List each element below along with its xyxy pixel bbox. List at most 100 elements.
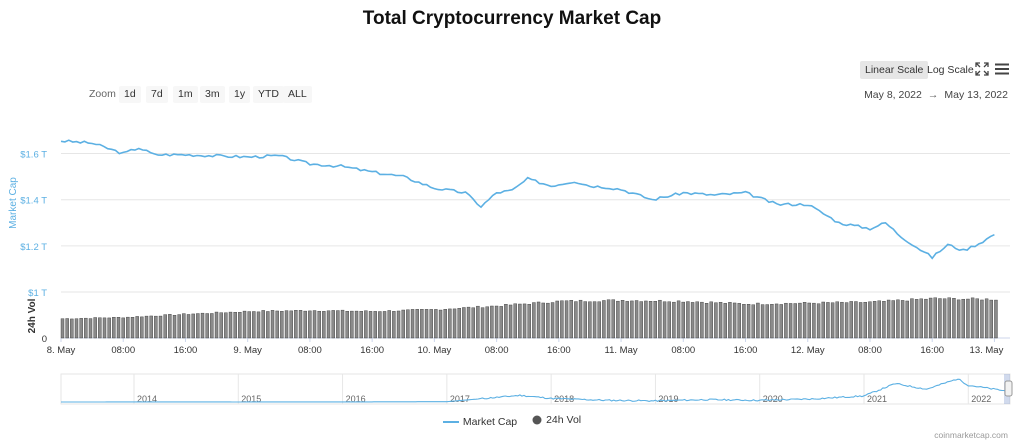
volume-bar [746, 304, 751, 339]
volume-bar [434, 309, 438, 339]
x-axis-labels: 8. May 08:00 16:00 9. May 08:00 16:00 10. May 0… [47, 345, 1004, 356]
zoom-label: Zoom [89, 88, 116, 100]
volume-bar [718, 302, 723, 339]
zoom-all-button[interactable]: ALL [283, 86, 312, 103]
volume-bar [597, 301, 601, 339]
volume-bar [443, 309, 447, 339]
volume-bar [415, 309, 419, 339]
zoom-3m-button[interactable]: 3m [200, 86, 225, 103]
volume-bar [854, 301, 858, 339]
volume-bar [611, 299, 615, 339]
volume-bar [891, 300, 895, 339]
volume-bar [737, 303, 741, 339]
volume-bar [807, 302, 811, 339]
zoom-7d-button[interactable]: 7d [146, 86, 168, 103]
volume-bar [709, 301, 713, 339]
volume-bar [947, 297, 951, 339]
volume-bar [266, 311, 270, 339]
volume-bar [438, 309, 443, 339]
volume-bar [322, 311, 326, 339]
x-tick-label: 12. May [791, 345, 825, 356]
zoom-ytd-button[interactable]: YTD [253, 86, 284, 103]
volume-bar [284, 310, 289, 339]
volume-bar [994, 299, 998, 339]
legend-volume[interactable]: 24h Vol [532, 414, 581, 426]
zoom-1m-button[interactable]: 1m [173, 86, 198, 103]
volume-bar [154, 315, 158, 339]
volume-bar [238, 312, 242, 339]
navigator-handle[interactable] [1004, 380, 1013, 397]
volume-bar [107, 317, 111, 339]
volume-bar [751, 304, 755, 339]
zoom-1y-button[interactable]: 1y [229, 86, 251, 103]
volume-bar [569, 300, 573, 339]
volume-bar [849, 301, 853, 339]
range-to[interactable]: May 13, 2022 [944, 89, 1008, 101]
volume-bar [630, 300, 634, 339]
volume-bar [700, 301, 704, 339]
volume-bar [116, 317, 121, 339]
volume-bar [592, 301, 597, 339]
volume-bar [130, 317, 135, 339]
volume-bar [868, 301, 872, 339]
volume-bar [247, 311, 251, 339]
hamburger-menu-icon[interactable] [993, 60, 1011, 78]
navigator-year-label: 2017 [450, 394, 470, 404]
volume-bar [219, 312, 223, 339]
volume-bar [200, 312, 205, 339]
volume-bar [784, 302, 788, 339]
volume-bar [742, 304, 746, 339]
volume-bar [340, 309, 345, 339]
y-tick-label: $1 T [28, 288, 47, 299]
volume-bar [728, 302, 732, 339]
volume-bar [140, 316, 144, 339]
volume-bar [392, 311, 396, 339]
volume-bar [620, 300, 625, 339]
volume-bar [345, 311, 349, 339]
volume-bar [336, 310, 340, 339]
volume-bar [886, 299, 891, 339]
volume-bar [970, 297, 975, 339]
volume-bar [364, 310, 368, 339]
volume-bar [303, 310, 307, 339]
legend-market-cap[interactable]: Market Cap [442, 416, 517, 428]
volume-bar [616, 300, 620, 339]
volume-bar [396, 310, 401, 339]
volume-bar [667, 301, 671, 339]
y-axis-labels: $1 T $1.2 T $1.4 T $1.6 T 0 [20, 150, 47, 345]
volume-bar [462, 307, 466, 339]
zoom-1d-button[interactable]: 1d [119, 86, 141, 103]
volume-bar [210, 313, 214, 339]
volume-bar [294, 310, 298, 339]
navigator[interactable]: 2014 2015 2016 2017 2018 2019 2020 2021 2022 [60, 373, 1013, 405]
y-tick-label: $1.2 T [20, 242, 47, 253]
volume-bar [228, 311, 233, 339]
y-tick-label: $1.6 T [20, 150, 47, 161]
volume-bar [555, 300, 559, 339]
x-tick-label: 08:00 [485, 345, 509, 356]
x-tick-label: 8. May [47, 345, 76, 356]
y-axis-title-volume: 24h Vol [27, 298, 38, 333]
volume-bar [406, 309, 410, 339]
volume-bar [79, 318, 83, 339]
volume-bar [196, 313, 200, 339]
x-tick-label: 08:00 [111, 345, 135, 356]
range-from[interactable]: May 8, 2022 [864, 89, 922, 101]
volume-bar [168, 314, 172, 339]
volume-bar [480, 307, 485, 339]
volume-bar [672, 301, 676, 339]
volume-bar [798, 302, 802, 339]
navigator-series-line [61, 378, 1010, 403]
volume-bar [144, 315, 149, 339]
volume-bar [490, 305, 494, 339]
volume-bar [205, 313, 209, 339]
volume-bar [704, 303, 709, 339]
volume-bar [714, 302, 718, 339]
fullscreen-icon[interactable] [973, 60, 991, 78]
linear-scale-button[interactable]: Linear Scale [860, 61, 929, 79]
log-scale-button[interactable]: Log Scale [927, 64, 974, 76]
market-cap-chart[interactable]: $1 T $1.2 T $1.4 T $1.6 T 0 8. May 08:00 16:00… [0, 0, 1024, 410]
volume-bar [420, 309, 424, 339]
volume-bar [779, 304, 783, 339]
volume-bar [485, 306, 489, 339]
